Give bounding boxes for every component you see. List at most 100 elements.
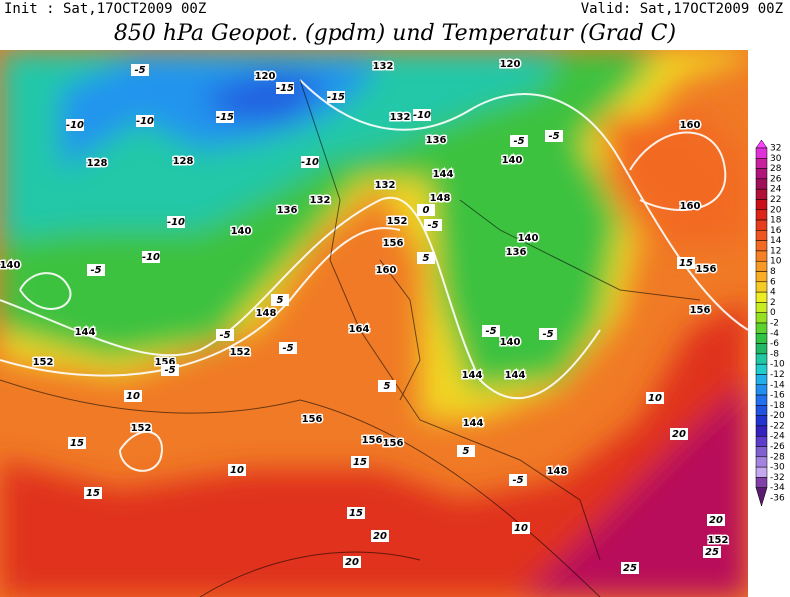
colorbar-swatch	[755, 435, 768, 447]
colorbar-label: 24	[770, 185, 782, 195]
geopotential-label: 132	[375, 180, 396, 191]
geopotential-label: 156	[383, 438, 404, 449]
label-box	[301, 156, 319, 168]
label-box	[347, 507, 365, 519]
temperature-label: -5	[427, 220, 438, 231]
colorbar-label: -34	[770, 483, 785, 493]
colorbar-label: -6	[770, 339, 779, 349]
label-box	[621, 562, 639, 574]
label-box	[279, 342, 297, 354]
geopotential-label: 156	[302, 414, 323, 425]
temperature-label: -10	[167, 217, 185, 228]
temperature-label: -5	[219, 330, 230, 341]
temperature-label: -5	[485, 326, 496, 337]
temperature-label: 25	[623, 563, 637, 574]
colorbar-bottom	[755, 487, 768, 507]
colorbar-label: -16	[770, 391, 785, 401]
colorbar-swatch	[755, 312, 768, 324]
colorbar-swatch	[755, 405, 768, 416]
colorbar-label: -8	[770, 349, 779, 359]
label-box	[545, 130, 563, 142]
geopotential-label: 132	[310, 195, 331, 206]
colorbar-label: -26	[770, 442, 785, 452]
geopotential-label: 144	[75, 327, 96, 338]
temperature-label: -5	[512, 475, 523, 486]
colorbar-label: 2	[770, 298, 776, 308]
colorbar-swatch	[755, 374, 768, 386]
colorbar-label: -10	[770, 360, 785, 370]
temperature-label: -5	[282, 343, 293, 354]
colorbar-swatch	[755, 240, 768, 252]
geopotential-label: 120	[500, 59, 521, 70]
colorbar-label: -24	[770, 432, 785, 442]
temperature-label: 10	[514, 523, 528, 534]
temperature-label: 5	[277, 295, 284, 306]
geopotential-label: 152	[33, 357, 54, 368]
colorbar-swatch	[755, 363, 768, 375]
temperature-label: -5	[134, 65, 145, 76]
geopotential-label: 140	[518, 233, 539, 244]
colorbar-swatch	[755, 394, 768, 406]
colorbar-swatch	[755, 219, 768, 231]
label-box	[424, 219, 442, 231]
colorbar-label: -30	[770, 463, 785, 473]
colorbar-label: 30	[770, 154, 782, 164]
temperature-label: 0	[423, 205, 430, 216]
contour-labels: 120 132 120 128 128 136 132 140 132 136 140 144 148 1…	[0, 58, 730, 574]
temperature-label: -5	[513, 136, 524, 147]
label-box	[228, 464, 246, 476]
label-box	[142, 251, 160, 263]
geopotential-label: 140	[502, 155, 523, 166]
temperature-label: 5	[384, 381, 391, 392]
label-box	[124, 390, 142, 402]
colorbar-label: 8	[770, 267, 776, 277]
colorbar-swatch	[755, 147, 768, 159]
geopotential-label: 140	[500, 337, 521, 348]
map-title: 850 hPa Geopot. (gpdm) und Temperatur (G…	[114, 21, 676, 46]
temperature-label: 20	[709, 515, 723, 526]
label-box	[378, 380, 396, 392]
header-bg	[0, 0, 790, 50]
colorbar-swatch	[755, 250, 768, 262]
colorbar-label: -12	[770, 370, 785, 380]
colorbar-swatch	[755, 322, 768, 334]
label-box	[84, 487, 102, 499]
label-box	[68, 437, 86, 449]
label-box	[509, 474, 527, 486]
label-box	[417, 204, 435, 216]
geopotential-label: 136	[506, 247, 527, 258]
label-box	[670, 428, 688, 440]
colorbar-swatch	[755, 271, 768, 283]
colorbar-label: 12	[770, 246, 781, 256]
label-box	[539, 328, 557, 340]
geopotential-label: 136	[426, 135, 447, 146]
label-box	[216, 111, 234, 123]
legend-bg	[748, 50, 790, 597]
colorbar-label: 26	[770, 174, 782, 184]
label-box	[66, 119, 84, 131]
temperature-label: 10	[230, 465, 244, 476]
colorbar-label: -4	[770, 329, 779, 339]
geopotential-label: 148	[256, 308, 277, 319]
colorbar-swatch	[755, 415, 768, 427]
geopotential-label: 152	[387, 216, 408, 227]
colorbar-swatch	[755, 158, 768, 169]
label-box	[510, 135, 528, 147]
geopotential-label: 156	[383, 238, 404, 249]
colorbar-label: -36	[770, 494, 785, 504]
geopotential-label: 136	[277, 205, 298, 216]
geopotential-label: 156	[690, 305, 711, 316]
geopotential-label: 140	[0, 260, 20, 271]
temperature-label: 5	[463, 446, 470, 457]
temperature-label: -5	[542, 329, 553, 340]
label-box	[677, 257, 695, 269]
colorbar-label: 32	[770, 144, 781, 154]
temperature-label: 20	[373, 531, 387, 542]
colorbar-swatch	[755, 425, 768, 437]
temperature-label: -10	[136, 116, 154, 127]
geopotential-label: 160	[680, 201, 701, 212]
colorbar-label: 10	[770, 257, 782, 267]
temperature-label: -15	[276, 83, 294, 94]
colorbar-label: 4	[770, 288, 776, 298]
colorbar-swatch	[755, 281, 768, 293]
